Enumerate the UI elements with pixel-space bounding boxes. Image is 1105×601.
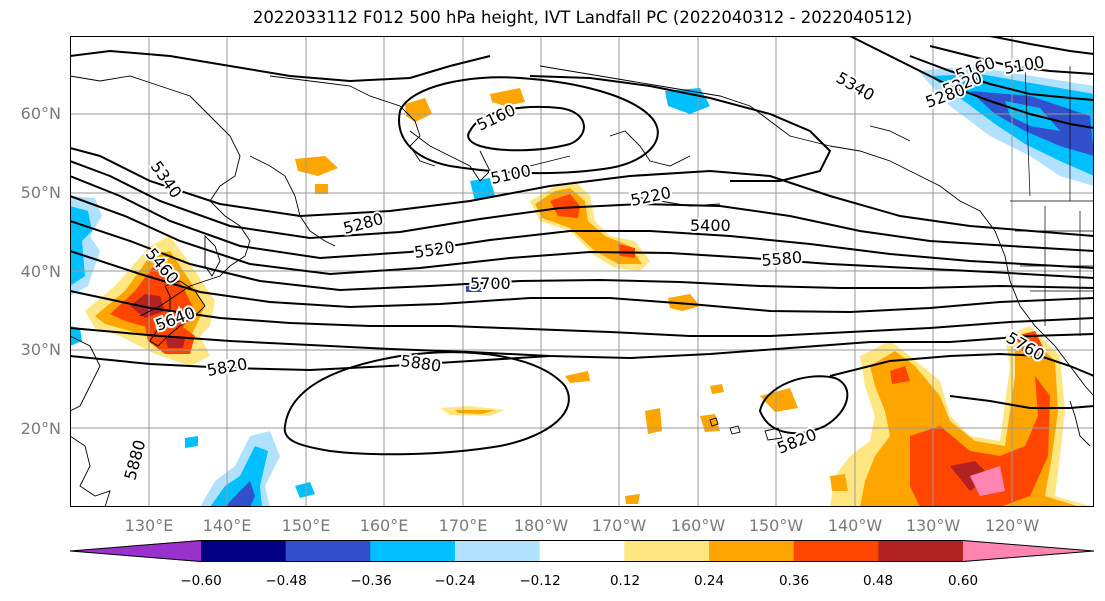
colorbar-tick-10: 0.60: [947, 573, 979, 589]
lat-label-50n: 50°N: [20, 183, 61, 202]
colorbar: [70, 540, 1094, 562]
colorbar-outline: [70, 540, 1094, 562]
lon-label-170w: 170°W: [591, 516, 647, 535]
contour-label-5160: 5160: [474, 100, 519, 134]
contour-label-5880-center: 5880: [399, 351, 442, 375]
lon-label-120w: 120°W: [984, 516, 1040, 535]
contour-label-5700: 5700: [470, 274, 511, 293]
lon-label-180w: 180°W: [513, 516, 569, 535]
lon-label-160e: 160°E: [359, 516, 409, 535]
lon-label-150w: 150°W: [748, 516, 804, 535]
contour-label-5580: 5580: [761, 248, 803, 270]
contour-label-5100: 5100: [489, 161, 533, 188]
lon-label-130e: 130°E: [124, 516, 174, 535]
colorbar-segment-1: [70, 540, 201, 562]
colorbar-segment-11: [963, 540, 1094, 562]
contour-label-5820-w: 5820: [205, 354, 248, 380]
lon-label-150e: 150°E: [281, 516, 331, 535]
colorbar-segment-5: [455, 540, 541, 562]
colorbar-segment-7: [624, 540, 710, 562]
lon-label-130w: 130°W: [905, 516, 961, 535]
lat-label-40n: 40°N: [20, 262, 61, 281]
lon-label-170e: 170°E: [438, 516, 488, 535]
contour-label-5400: 5400: [690, 216, 731, 235]
colorbar-segment-9: [793, 540, 879, 562]
contour-label-5220: 5220: [629, 183, 673, 210]
contour-label-5340-w: 5340: [147, 157, 186, 201]
colorbar-segment-3: [285, 540, 371, 562]
lat-label-20n: 20°N: [20, 419, 61, 438]
lat-label-60n: 60°N: [20, 104, 61, 123]
lon-label-160w: 160°W: [670, 516, 726, 535]
contour-label-5820-e: 5820: [774, 425, 819, 458]
colorbar-segment-10: [878, 540, 964, 562]
colorbar-tick-1: −0.60: [180, 573, 222, 589]
map-canvas: 5340 5160 5100 5220 5400 5280 5520 5580 …: [70, 36, 1094, 507]
colorbar-segment-2: [201, 540, 287, 562]
colorbar-tick-3: −0.36: [350, 573, 392, 589]
lon-label-140w: 140°W: [827, 516, 883, 535]
colorbar-segment-6: [539, 540, 625, 562]
colorbar-segment-4: [370, 540, 456, 562]
colorbar-tick-7: 0.24: [693, 573, 725, 589]
contour-label-5520: 5520: [413, 237, 456, 261]
colorbar-tick-6: 0.12: [609, 573, 641, 589]
contour-label-5880-sw: 5880: [121, 438, 150, 482]
lat-label-30n: 30°N: [20, 340, 61, 359]
graticule: [70, 36, 1094, 507]
colorbar-tick-4: −0.24: [434, 573, 476, 589]
height-contours: [70, 36, 1094, 456]
lon-label-140e: 140°E: [202, 516, 252, 535]
ivt-positive-shading: [85, 88, 1094, 507]
colorbar-tick-5: −0.12: [519, 573, 561, 589]
colorbar-tick-9: 0.48: [862, 573, 894, 589]
colorbar-tick-8: 0.36: [778, 573, 810, 589]
colorbar-tick-2: −0.48: [265, 573, 307, 589]
map-border: [70, 36, 1094, 507]
contour-label-5100-ne: 5100: [1002, 52, 1045, 78]
map-panel: 5340 5160 5100 5220 5400 5280 5520 5580 …: [70, 36, 1094, 507]
colorbar-segment-8: [709, 540, 795, 562]
figure-title: 2022033112 F012 500 hPa height, IVT Land…: [252, 8, 913, 27]
